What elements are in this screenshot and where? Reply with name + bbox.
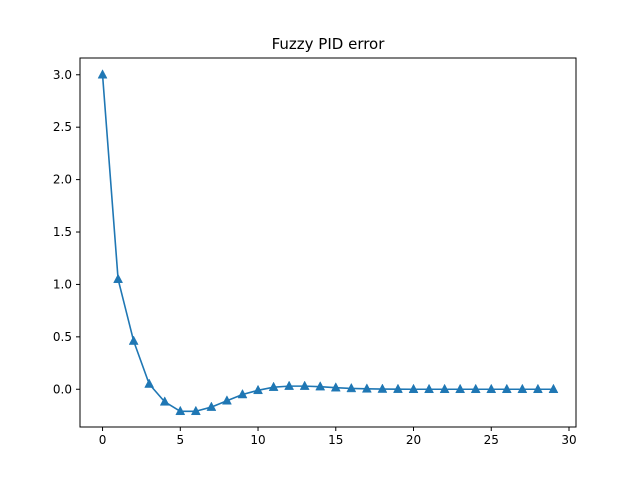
data-point-marker: [128, 335, 139, 345]
data-point-marker: [361, 383, 372, 393]
data-point-marker: [486, 383, 497, 394]
y-tick-label: 1.5: [53, 225, 72, 239]
data-point-marker: [532, 383, 543, 394]
y-tick-label: 0.0: [53, 382, 72, 396]
data-point-marker: [377, 383, 388, 393]
axes-frame: [79, 57, 577, 428]
data-point-marker: [175, 405, 186, 416]
data-point-marker: [455, 383, 466, 394]
data-point-marker: [237, 388, 248, 399]
x-tick-label: 20: [406, 433, 421, 447]
data-point-marker: [346, 382, 357, 393]
x-tick-label: 0: [99, 433, 107, 447]
data-point-marker: [315, 381, 326, 391]
data-point-marker: [206, 401, 217, 411]
data-point-marker: [330, 382, 341, 392]
data-point-marker: [470, 383, 481, 394]
data-point-marker: [144, 378, 155, 388]
data-point-marker: [190, 405, 201, 416]
plot-area: 0 5 10 15 20 25 30 0.0 0.5 1.0 1.5 2.0 2.5 3.0: [53, 57, 577, 447]
data-point-marker: [408, 383, 419, 394]
y-tick-label: 2.0: [53, 173, 72, 187]
data-point-marker: [268, 381, 279, 391]
y-tick-label: 3.0: [53, 68, 72, 82]
data-point-marker: [113, 273, 124, 283]
data-point-marker: [439, 383, 450, 394]
data-point-marker: [501, 383, 512, 394]
chart-title: Fuzzy PID error: [272, 35, 386, 53]
data-point-marker: [393, 383, 403, 393]
x-tick-label: 10: [250, 433, 265, 447]
y-tick-label: 1.0: [53, 277, 72, 291]
y-tick-label: 0.5: [53, 330, 72, 344]
data-point-marker: [253, 384, 263, 395]
data-point-marker: [159, 396, 170, 406]
data-point-marker: [222, 395, 232, 405]
data-point-marker: [548, 383, 559, 394]
x-tick-label: 30: [561, 433, 576, 447]
x-tick-label: 25: [484, 433, 499, 447]
y-tick-label: 2.5: [53, 120, 72, 134]
data-point-marker: [299, 380, 310, 390]
data-point-marker: [97, 69, 108, 79]
data-point-marker: [284, 380, 295, 390]
x-tick-label: 5: [176, 433, 184, 447]
data-point-marker: [424, 383, 434, 394]
data-point-marker: [517, 383, 528, 394]
x-tick-label: 15: [328, 433, 343, 447]
